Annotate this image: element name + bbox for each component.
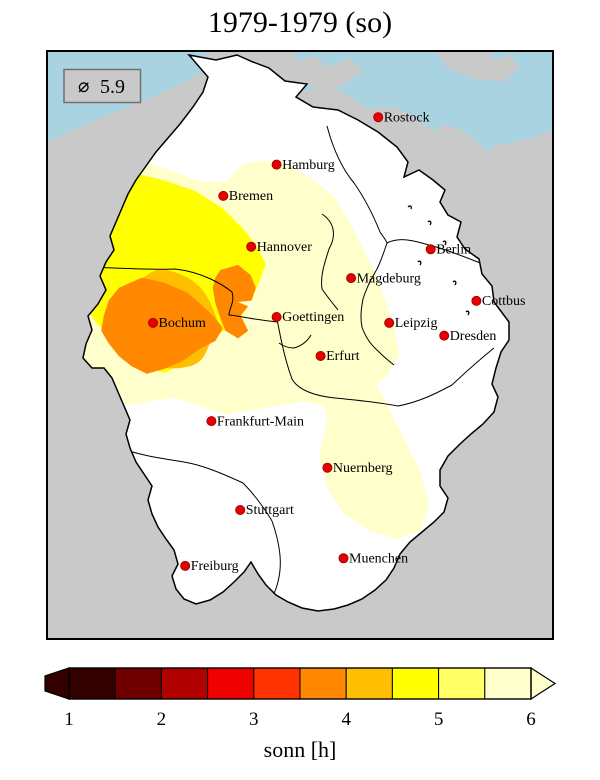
svg-text:1: 1 (64, 709, 74, 730)
svg-text:4: 4 (341, 709, 351, 730)
svg-text:sonn [h]: sonn [h] (264, 737, 337, 762)
svg-text:5: 5 (434, 709, 444, 730)
svg-text:3: 3 (249, 709, 259, 730)
svg-text:2: 2 (157, 709, 167, 730)
svg-text:6: 6 (526, 709, 536, 730)
